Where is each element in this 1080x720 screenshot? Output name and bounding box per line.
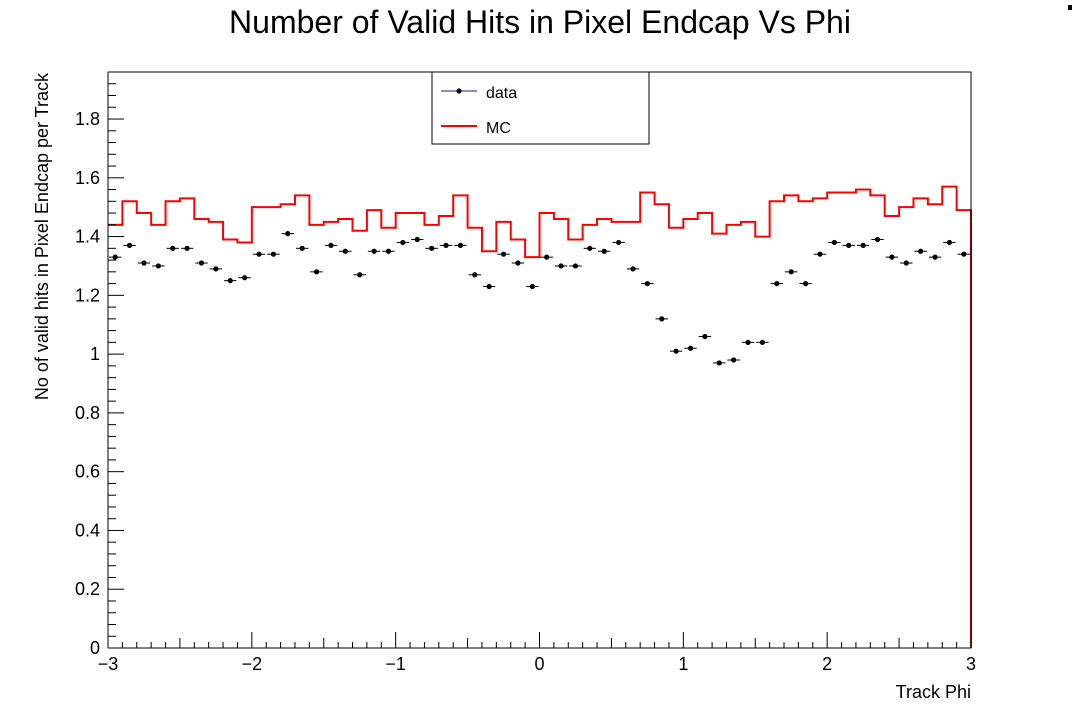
data-point	[918, 248, 924, 254]
y-tick-label: 1.4	[75, 227, 100, 247]
x-tick-label: 2	[822, 654, 832, 674]
data-point	[601, 248, 607, 254]
legend-label-data: data	[486, 85, 517, 102]
data-point	[443, 242, 449, 248]
data-point	[946, 239, 953, 246]
data-point	[846, 242, 852, 248]
data-point	[903, 260, 909, 266]
data-point	[874, 236, 881, 243]
x-tick-label: 1	[678, 654, 688, 674]
data-point	[774, 280, 780, 287]
data-point	[112, 254, 118, 260]
y-tick-label: 0.4	[75, 520, 100, 540]
y-axis-label: No of valid hits in Pixel Endcap per Tra…	[32, 72, 52, 400]
data-point	[285, 231, 291, 237]
data-point	[213, 266, 219, 272]
data-point	[558, 263, 564, 269]
data-point	[529, 283, 535, 290]
data-point	[515, 260, 521, 266]
data-point	[788, 269, 794, 275]
chart-title: Number of Valid Hits in Pixel Endcap Vs …	[229, 4, 851, 40]
corner-marker	[1068, 5, 1072, 10]
data-point	[802, 280, 809, 287]
data-series	[109, 231, 970, 366]
data-point	[198, 260, 205, 266]
data-point	[414, 236, 420, 243]
data-point	[328, 242, 334, 248]
data-point	[544, 254, 550, 260]
data-point	[256, 251, 262, 257]
legend-box	[431, 71, 650, 145]
data-point	[472, 272, 478, 278]
mc-step-line	[108, 185, 972, 648]
data-point	[831, 239, 837, 246]
data-point	[616, 239, 622, 246]
x-tick-label: 0	[534, 654, 544, 674]
data-point	[299, 245, 305, 251]
data-point	[385, 248, 392, 254]
x-tick-label: −2	[242, 654, 263, 674]
data-point	[817, 251, 823, 257]
y-tick-label: 1	[90, 344, 100, 364]
data-point	[500, 251, 507, 257]
y-tick-label: 0	[90, 638, 100, 658]
data-point	[932, 254, 938, 260]
data-point	[486, 283, 492, 290]
data-point	[227, 278, 233, 284]
data-point	[889, 254, 895, 260]
y-tick-label: 1.8	[75, 109, 100, 129]
mc-series	[108, 185, 972, 648]
data-point	[371, 248, 377, 254]
legend: data MC	[431, 71, 650, 145]
data-point	[155, 263, 161, 269]
data-point	[170, 245, 176, 251]
x-tick-label: 3	[966, 654, 976, 674]
data-point	[429, 245, 435, 251]
axes: −3 −2 −1 0 1 2 3 0 0.2 0.4 0.6 0.8 1 1.2 1.4 1.6 1.8	[75, 71, 976, 674]
data-point	[313, 269, 320, 275]
data-point	[745, 339, 751, 345]
data-point	[673, 348, 679, 354]
x-tick-label: −3	[98, 654, 119, 674]
data-point	[702, 333, 708, 340]
data-point	[572, 263, 579, 269]
data-point	[457, 242, 463, 248]
y-tick-label: 1.6	[75, 168, 100, 188]
x-tick-label: −1	[385, 654, 406, 674]
data-point	[184, 245, 190, 251]
data-point	[342, 248, 348, 254]
data-point	[270, 251, 277, 257]
y-tick-label: 0.8	[75, 403, 100, 423]
plot-frame	[107, 71, 972, 649]
data-point	[126, 242, 133, 248]
data-point	[731, 357, 737, 363]
data-point	[759, 339, 766, 345]
legend-data-marker	[456, 88, 462, 94]
data-point	[400, 239, 406, 246]
data-point	[659, 316, 665, 322]
data-point	[357, 272, 363, 278]
y-tick-label: 0.6	[75, 462, 100, 482]
data-point	[141, 260, 147, 266]
y-tick-label: 1.2	[75, 285, 100, 305]
data-point	[587, 245, 593, 251]
data-point	[716, 360, 722, 366]
data-point	[687, 345, 694, 351]
data-point	[961, 251, 967, 257]
x-axis-label: Track Phi	[896, 682, 971, 702]
data-point	[644, 280, 650, 287]
legend-label-mc: MC	[486, 120, 511, 137]
data-point	[860, 242, 866, 248]
data-point	[242, 275, 248, 281]
data-point	[630, 266, 636, 272]
y-tick-label: 0.2	[75, 579, 100, 599]
